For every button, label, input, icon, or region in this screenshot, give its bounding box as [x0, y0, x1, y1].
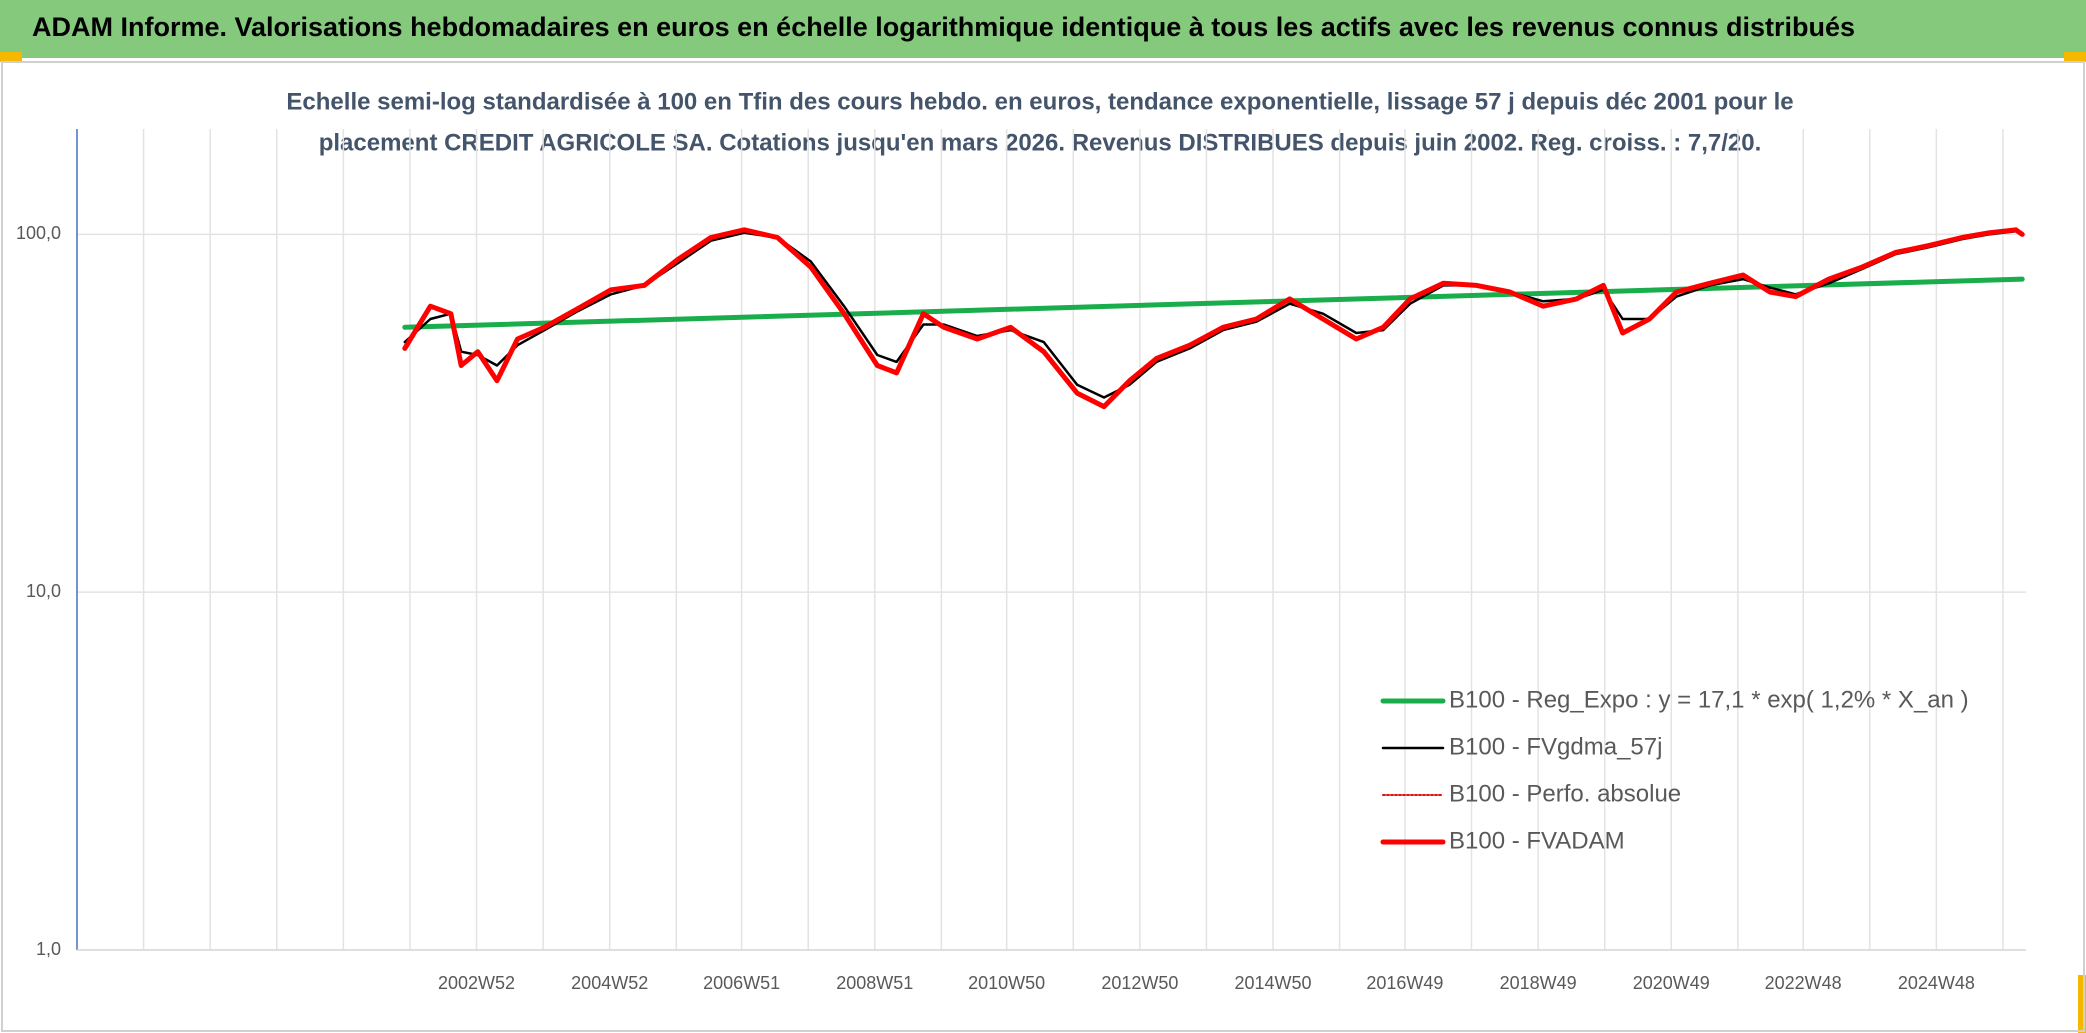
x-tick-label: 2004W52	[571, 973, 648, 993]
x-tick-label: 2002W52	[438, 973, 515, 993]
x-tick-label: 2012W50	[1101, 973, 1178, 993]
series-line	[402, 227, 2025, 410]
x-tick-label: 2020W49	[1633, 973, 1710, 993]
y-tick-label: 10,0	[26, 581, 61, 601]
x-tick-label: 2018W49	[1500, 973, 1577, 993]
y-tick-label: 100,0	[16, 223, 61, 243]
legend-label: B100 - FVgdma_57j	[1449, 733, 1662, 760]
legend-label: B100 - FVADAM	[1449, 827, 1625, 854]
chart-title: ADAM Informe. Valorisations hebdomadaire…	[32, 12, 1855, 42]
legend-label: B100 - Reg_Expo : y = 17,1 * exp( 1,2% *…	[1449, 686, 1969, 713]
corner-mark	[2064, 52, 2086, 62]
series-line	[402, 276, 2025, 330]
x-tick-label: 2014W50	[1235, 973, 1312, 993]
corner-mark	[0, 52, 22, 62]
chart-frame	[1, 61, 2085, 1032]
header-bar	[0, 0, 2086, 58]
x-tick-label: 2008W51	[836, 973, 913, 993]
x-tick-label: 2016W49	[1366, 973, 1443, 993]
chart-subtitle: Echelle semi-log standardisée à 100 en T…	[286, 88, 1793, 115]
y-tick-label: 1,0	[36, 939, 61, 959]
legend-label: B100 - Perfo. absolue	[1449, 780, 1681, 807]
chart-subtitle: placement CREDIT AGRICOLE SA. Cotations …	[319, 129, 1762, 156]
x-tick-label: 2024W48	[1898, 973, 1975, 993]
x-tick-label: 2006W51	[703, 973, 780, 993]
x-tick-label: 2010W50	[968, 973, 1045, 993]
x-tick-label: 2022W48	[1765, 973, 1842, 993]
corner-mark	[2078, 975, 2086, 1033]
